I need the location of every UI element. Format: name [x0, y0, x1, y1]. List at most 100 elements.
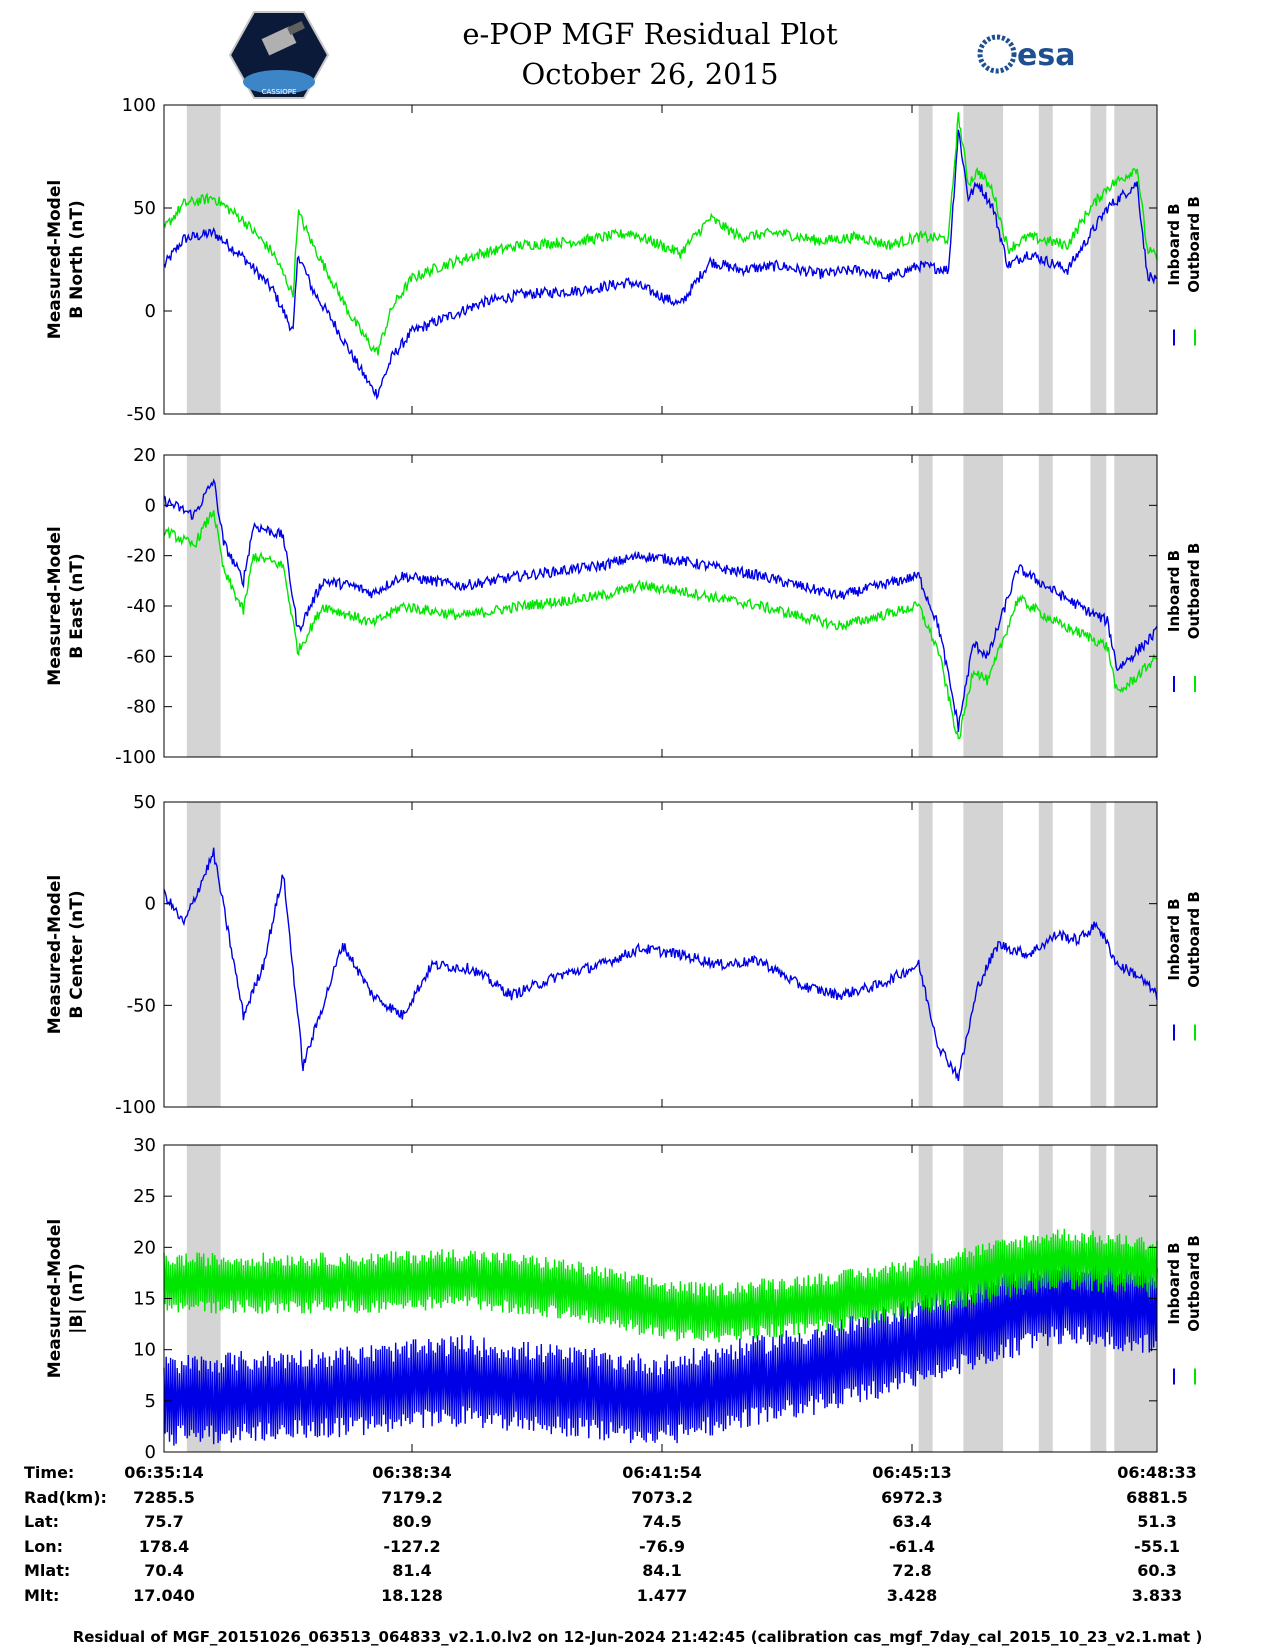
- logo-right-text: esa: [1017, 38, 1075, 73]
- shaded-interval: [186, 802, 221, 1107]
- footer-note: Residual of MGF_20151026_063513_064833_v…: [72, 1628, 1203, 1646]
- panel-magnitude: 30 25 20 15 10 5 0 Measured-Model |B| (nT) Inboar…: [45, 1135, 1203, 1460]
- info-row-label: Time:: [24, 1463, 75, 1482]
- info-row: Rad(km): 7285.5 7179.2 7073.2 6972.3 6881.5: [0, 1488, 1275, 1512]
- info-row-label: Lat:: [24, 1512, 60, 1531]
- info-row-value: 17.040: [133, 1585, 195, 1605]
- info-row: Mlt: 17.040 18.128 1.477 3.428 3.833: [0, 1586, 1275, 1610]
- shaded-interval: [1038, 802, 1053, 1107]
- chart-title: e-POP MGF Residual Plot: [462, 17, 838, 51]
- legend-outboard-label: Outboard B: [1185, 543, 1203, 640]
- y-axis-label-line: B North (nT): [67, 200, 87, 319]
- panel-center: 50 0 -50 -100 Measured-Model B Center (nT) Inb…: [45, 792, 1203, 1118]
- shaded-interval: [1038, 455, 1053, 757]
- shaded-interval: [1090, 802, 1107, 1107]
- info-row-value: -55.1: [1133, 1536, 1181, 1556]
- info-row-value: 75.7: [144, 1512, 184, 1531]
- y-tick-label: 25: [133, 1186, 156, 1207]
- info-row-label: Rad(km):: [24, 1487, 107, 1507]
- legend-text: Inboard B Outboard B: [1165, 891, 1203, 988]
- y-tick-label: -50: [127, 995, 156, 1016]
- info-row-value: 3.833: [1131, 1585, 1183, 1605]
- panel-east: 20 0 -20 -40 -60 -80 -100 Measured-Model B East …: [45, 445, 1203, 768]
- info-row-value: 06:35:14: [124, 1463, 204, 1482]
- info-row-value: -61.4: [888, 1536, 936, 1556]
- y-tick-label: -40: [127, 596, 156, 617]
- legend-text: Inboard B Outboard B: [1165, 196, 1203, 293]
- shaded-interval: [918, 105, 933, 414]
- series-line-inboard-b: [163, 847, 1158, 1082]
- y-tick-label: -80: [127, 697, 156, 718]
- info-row-value: 60.3: [1137, 1561, 1177, 1580]
- info-row: Mlat: 70.4 81.4 84.1 72.8 60.3: [0, 1561, 1275, 1585]
- info-row-label: Mlt:: [24, 1585, 60, 1605]
- series-line-inboard-b: [163, 478, 1158, 732]
- legend-inboard-label: Inboard B: [1165, 1242, 1183, 1324]
- y-axis-label-line: Measured-Model: [45, 875, 65, 1034]
- info-row-value: 51.3: [1137, 1512, 1177, 1531]
- shaded-interval: [186, 455, 221, 757]
- legend-text: Inboard B Outboard B: [1165, 543, 1203, 640]
- y-axis-label: Measured-Model B East (nT): [45, 526, 87, 685]
- info-row-value: 3.428: [886, 1585, 938, 1605]
- y-axis-label-line: Measured-Model: [45, 180, 65, 339]
- shaded-interval: [1114, 802, 1157, 1107]
- series-line-outboard-b: [163, 1228, 1158, 1343]
- shaded-interval: [963, 105, 1004, 414]
- info-row-value: 06:38:34: [372, 1463, 452, 1482]
- info-row-value: 72.8: [892, 1561, 932, 1580]
- y-tick-label: 5: [145, 1391, 156, 1412]
- y-tick-label: 30: [133, 1135, 156, 1156]
- info-row-value: 84.1: [642, 1561, 682, 1580]
- y-tick-label: -100: [115, 747, 156, 768]
- legend-outboard-label: Outboard B: [1185, 196, 1203, 293]
- info-row: Lat: 75.7 80.9 74.5 63.4 51.3: [0, 1512, 1275, 1536]
- info-row: Time: 06:35:14 06:38:34 06:41:54 06:45:13 06:…: [0, 1463, 1275, 1487]
- info-row-label: Mlat:: [24, 1561, 71, 1580]
- y-tick-label: 0: [145, 301, 156, 322]
- plot-frame: [163, 104, 1158, 415]
- logo-left-text: CASSIOPE: [262, 88, 297, 96]
- info-row-value: 178.4: [138, 1536, 190, 1556]
- y-axis-label-line: Measured-Model: [45, 526, 65, 685]
- info-row-value: 06:48:33: [1117, 1463, 1197, 1482]
- info-row-value: 6881.5: [1126, 1487, 1188, 1507]
- info-row-label: Lon:: [24, 1536, 63, 1556]
- y-tick-label: 0: [145, 1442, 156, 1460]
- y-tick-label: 20: [133, 445, 156, 466]
- y-axis-label-line: |B| (nT): [67, 1263, 87, 1334]
- info-row-value: 63.4: [892, 1512, 932, 1531]
- y-tick-label: -100: [115, 1097, 156, 1118]
- shaded-interval: [918, 455, 933, 757]
- info-row-value: 18.128: [381, 1585, 443, 1605]
- esa-logo: esa: [977, 34, 1075, 74]
- title-block: e-POP MGF Residual Plot October 26, 2015: [380, 14, 920, 94]
- info-row-value: -127.2: [383, 1536, 441, 1556]
- info-row-value: 06:45:13: [872, 1463, 952, 1482]
- y-tick-label: 20: [133, 1237, 156, 1258]
- chart-date: October 26, 2015: [521, 57, 779, 91]
- series-line-inboard-b: [163, 129, 1158, 401]
- y-axis-label-line: B East (nT): [67, 553, 87, 658]
- y-tick-label: 100: [122, 95, 156, 116]
- y-tick-label: 50: [133, 198, 156, 219]
- y-tick-label: 0: [145, 495, 156, 516]
- info-row-value: 7179.2: [381, 1487, 443, 1507]
- y-tick-label: 10: [133, 1340, 156, 1361]
- info-row-value: 06:41:54: [622, 1463, 702, 1482]
- info-row-value: 6972.3: [881, 1487, 943, 1507]
- series-line-outboard-b: [163, 112, 1158, 356]
- y-tick-label: -50: [127, 404, 156, 425]
- legend-outboard-label: Outboard B: [1185, 891, 1203, 988]
- cassiope-logo: CASSIOPE: [228, 11, 330, 99]
- info-row-value: 81.4: [392, 1561, 432, 1580]
- legend-text: Inboard B Outboard B: [1165, 1235, 1203, 1332]
- legend-inboard-label: Inboard B: [1165, 898, 1183, 980]
- y-axis-label: Measured-Model |B| (nT): [45, 1219, 87, 1378]
- plot-frame: [163, 801, 1158, 1108]
- info-row-value: 7073.2: [631, 1487, 693, 1507]
- info-row-value: -76.9: [638, 1536, 686, 1556]
- info-row: Lon: 178.4 -127.2 -76.9 -61.4 -55.1: [0, 1537, 1275, 1561]
- y-axis-label: Measured-Model B North (nT): [45, 180, 87, 339]
